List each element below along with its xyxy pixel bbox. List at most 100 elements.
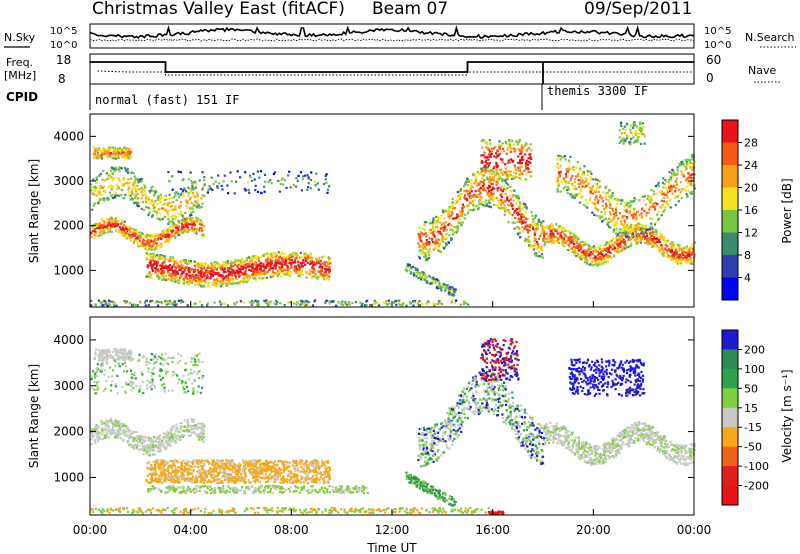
echo-point (311, 271, 314, 274)
echo-point (180, 210, 183, 213)
echo-point (667, 181, 670, 184)
echo-point (215, 261, 218, 264)
echo-point (241, 279, 244, 282)
echo-point (447, 289, 450, 292)
echo-point (671, 244, 674, 247)
echo-point (501, 201, 504, 204)
echo-point (181, 214, 184, 217)
echo-point (162, 203, 165, 206)
echo-point (118, 229, 121, 233)
echo-point (534, 253, 537, 256)
echo-point (482, 201, 485, 204)
echo-point (680, 260, 683, 263)
echo-point (609, 218, 613, 221)
echo-point (207, 270, 210, 273)
echo-point (533, 232, 536, 235)
echo-point (177, 170, 180, 173)
echo-point (500, 171, 503, 174)
echo-point (295, 252, 298, 255)
echo-point (557, 238, 560, 241)
echo-point (520, 162, 523, 165)
echo-point (213, 273, 216, 276)
echo-point (592, 245, 595, 248)
echo-point (675, 187, 678, 190)
echo-point (594, 256, 597, 259)
echo-point (111, 219, 114, 223)
echo-point (286, 255, 289, 258)
echo-point (129, 198, 132, 201)
echo-point (488, 189, 491, 192)
echo-point (460, 214, 463, 217)
echo-point (189, 260, 193, 263)
echo-point (144, 299, 147, 302)
echo-point (544, 226, 547, 229)
echo-point (110, 300, 113, 303)
echo-point (507, 199, 511, 202)
echo-point (221, 274, 224, 277)
echo-point (288, 170, 291, 173)
echo-point (562, 179, 565, 182)
echo-point (469, 187, 473, 190)
echo-point (581, 194, 584, 198)
echo-point (644, 231, 647, 234)
echo-point (323, 278, 326, 281)
echo-point (182, 194, 185, 197)
echo-point (173, 234, 176, 237)
echo-point (277, 272, 281, 275)
echo-point (237, 273, 240, 276)
echo-point (559, 155, 562, 158)
echo-point (125, 234, 128, 237)
echo-point (161, 302, 164, 305)
echo-point (569, 155, 572, 158)
echo-point (107, 198, 111, 201)
echo-point (671, 255, 674, 258)
echo-point (283, 304, 286, 307)
echo-point (200, 197, 203, 200)
echo-point (297, 260, 300, 263)
echo-point (604, 210, 607, 213)
echo-point (520, 151, 523, 154)
echo-point (503, 199, 506, 202)
echo-point (528, 240, 531, 243)
echo-point (567, 243, 570, 246)
echo-point (174, 231, 177, 235)
echo-point (111, 153, 114, 156)
echo-point (557, 154, 560, 157)
echo-point (189, 214, 192, 217)
echo-point (458, 192, 461, 195)
echo-point (227, 273, 230, 276)
echo-point (118, 180, 121, 183)
echo-point (515, 212, 519, 215)
echo-point (542, 220, 545, 223)
echo-point (105, 149, 108, 152)
echo-point (578, 201, 582, 204)
echo-point (164, 300, 167, 303)
echo-point (575, 241, 578, 244)
echo-point (479, 182, 482, 185)
echo-point (555, 180, 558, 183)
echo-point (522, 202, 525, 205)
echo-point (534, 223, 537, 226)
echo-point (527, 217, 530, 220)
echo-point (423, 224, 427, 227)
echo-point (108, 155, 111, 158)
echo-point (178, 234, 181, 237)
echo-point (154, 191, 157, 194)
echo-point (665, 256, 668, 259)
echo-point (599, 194, 602, 197)
echo-point (539, 255, 542, 258)
echo-point (682, 173, 685, 176)
echo-point (275, 272, 278, 275)
echo-point (118, 147, 121, 150)
echo-point (633, 230, 636, 233)
echo-point (455, 227, 458, 230)
echo-point (490, 147, 494, 150)
echo-point (545, 232, 548, 235)
echo-point (633, 197, 636, 200)
echo-point (101, 150, 104, 153)
echo-point (575, 251, 578, 254)
echo-point (580, 251, 583, 254)
echo-point (280, 263, 283, 266)
echo-point (194, 204, 197, 207)
echo-point (452, 294, 455, 297)
